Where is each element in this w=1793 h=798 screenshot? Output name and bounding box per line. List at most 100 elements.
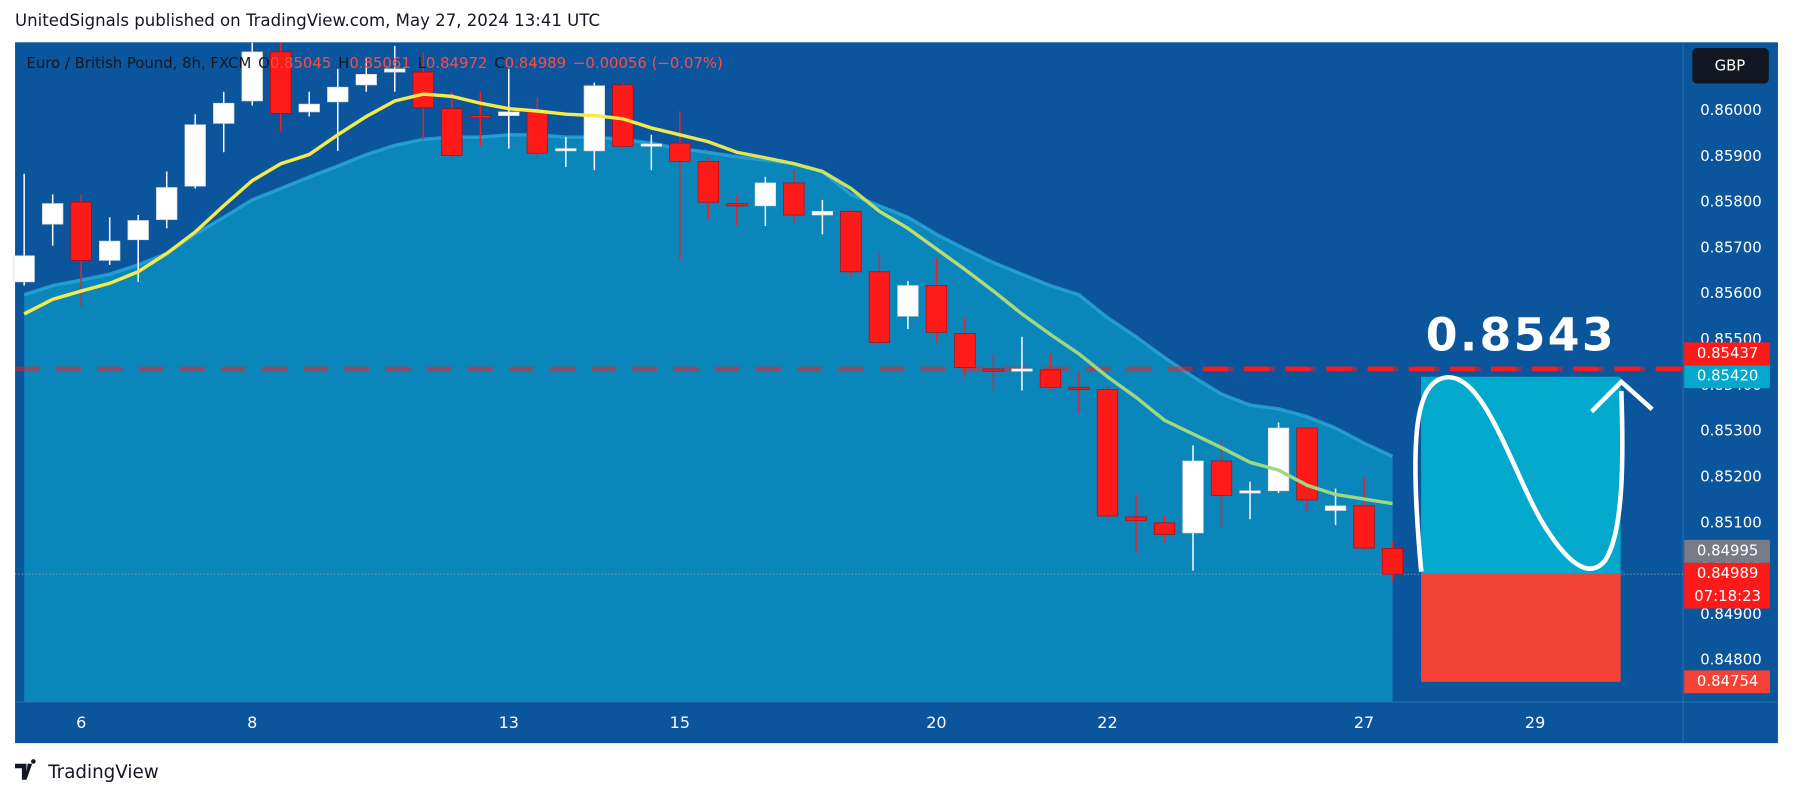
candle-body bbox=[13, 255, 35, 283]
candle-body bbox=[127, 220, 149, 241]
price-tag-label: 0.84754 bbox=[1697, 672, 1758, 690]
band-line bbox=[23, 133, 1394, 458]
candle-body bbox=[697, 161, 719, 203]
legend-value: 0.85061 bbox=[349, 54, 410, 72]
candle-body bbox=[868, 271, 891, 343]
candle-body bbox=[583, 85, 605, 152]
candle-body bbox=[469, 115, 491, 119]
countdown: 07:18:23 bbox=[1694, 587, 1761, 605]
legend-value: 0.85045 bbox=[270, 54, 331, 72]
candle-body bbox=[1182, 460, 1204, 534]
candle-body bbox=[1096, 389, 1119, 517]
currency-button[interactable] bbox=[1692, 48, 1769, 84]
candle-body bbox=[1039, 369, 1062, 388]
candle-body bbox=[327, 86, 349, 103]
candle-body bbox=[840, 210, 862, 273]
candle-body bbox=[1011, 368, 1033, 372]
candle-body bbox=[982, 368, 1005, 372]
projection-curve bbox=[1413, 374, 1625, 572]
y-tick-label: 0.85800 bbox=[1700, 193, 1761, 211]
candle-body bbox=[384, 68, 406, 73]
candle-body bbox=[1353, 505, 1375, 549]
candle-body bbox=[726, 203, 748, 207]
currency-label[interactable]: GBP bbox=[1715, 56, 1746, 74]
y-tick-label: 0.85700 bbox=[1700, 238, 1761, 256]
price-tag-label: 0.85437 bbox=[1697, 344, 1758, 362]
candle-body bbox=[897, 285, 919, 317]
candle-body bbox=[270, 51, 292, 114]
legend-key: L bbox=[418, 54, 427, 72]
x-tick-label: 27 bbox=[1354, 713, 1374, 732]
candle-body bbox=[241, 51, 263, 102]
candle-body bbox=[412, 71, 434, 109]
price-tag bbox=[1684, 562, 1770, 609]
candle-body bbox=[811, 210, 834, 216]
candle-body bbox=[754, 182, 777, 207]
candle-body bbox=[213, 102, 235, 124]
y-tick-label: 0.85200 bbox=[1700, 467, 1761, 485]
y-tick-label: 0.85600 bbox=[1700, 284, 1761, 302]
candle-body bbox=[954, 333, 976, 368]
candle-body bbox=[640, 143, 662, 147]
price-tag-label: 0.84995 bbox=[1697, 541, 1758, 559]
footer-brand: TradingView bbox=[47, 762, 159, 783]
legend-key: H bbox=[338, 54, 349, 72]
y-tick-label: 0.85900 bbox=[1700, 147, 1761, 165]
y-tick-label: 0.85100 bbox=[1700, 513, 1761, 531]
price-tag bbox=[1684, 342, 1770, 366]
candle-body bbox=[184, 124, 206, 187]
candle-body bbox=[526, 110, 548, 154]
symbol: Euro / British Pound, 8h, FXCM bbox=[26, 54, 251, 72]
price-tag-label: 0.85420 bbox=[1697, 367, 1758, 385]
candle-body bbox=[1068, 386, 1090, 390]
x-tick-label: 29 bbox=[1525, 713, 1545, 732]
x-tick-label: 6 bbox=[76, 713, 86, 732]
candle-body bbox=[669, 142, 691, 162]
price-tag bbox=[1684, 539, 1770, 563]
candle-body bbox=[355, 74, 377, 86]
candle-body bbox=[99, 240, 121, 261]
x-tick-label: 13 bbox=[499, 713, 519, 732]
candle-body bbox=[1153, 522, 1176, 535]
candle-body bbox=[1125, 516, 1147, 521]
candle-body bbox=[612, 84, 634, 147]
candle-body bbox=[1381, 548, 1404, 575]
moving-average bbox=[23, 92, 1393, 506]
candle-body bbox=[1324, 505, 1347, 511]
candle-body bbox=[1239, 490, 1261, 494]
price-tag bbox=[1684, 670, 1770, 694]
candle-body bbox=[783, 182, 805, 216]
candle-body bbox=[1210, 460, 1233, 496]
band-area bbox=[24, 134, 1393, 702]
y-tick-label: 0.84900 bbox=[1700, 605, 1761, 623]
projection-arrow bbox=[1589, 378, 1654, 414]
candle-body bbox=[42, 203, 64, 225]
legend: Euro / British Pound, 8h, FXCM O0.85045 H0… bbox=[26, 54, 722, 72]
legend-value: 0.84989 bbox=[505, 54, 566, 72]
candle-body bbox=[441, 108, 463, 156]
candle-body bbox=[156, 187, 178, 220]
price-tag-label: 0.84989 bbox=[1697, 564, 1758, 582]
legend-key: C bbox=[494, 54, 504, 72]
publisher: UnitedSignals published on TradingView.c… bbox=[15, 11, 600, 30]
y-tick-label: 0.84800 bbox=[1700, 651, 1761, 669]
legend-change: −0.00056 (−0.07%) bbox=[573, 54, 723, 72]
y-tick-label: 0.86000 bbox=[1700, 101, 1761, 119]
candle-body bbox=[925, 285, 948, 333]
target-label: 0.8543 bbox=[1426, 309, 1616, 362]
legend-value: 0.84972 bbox=[426, 54, 487, 72]
x-tick-label: 20 bbox=[926, 713, 946, 732]
price-tag bbox=[1684, 365, 1770, 389]
candle-body bbox=[1267, 427, 1290, 492]
candle-body bbox=[555, 148, 577, 152]
legend-key: O bbox=[258, 54, 270, 72]
logo-icon bbox=[15, 759, 36, 780]
x-tick-label: 22 bbox=[1097, 713, 1117, 732]
footer-logo bbox=[15, 759, 36, 780]
candle-body bbox=[298, 103, 320, 113]
y-tick-label: 0.85300 bbox=[1700, 422, 1761, 440]
candle-body bbox=[498, 111, 520, 116]
loss-zone bbox=[1421, 574, 1621, 682]
